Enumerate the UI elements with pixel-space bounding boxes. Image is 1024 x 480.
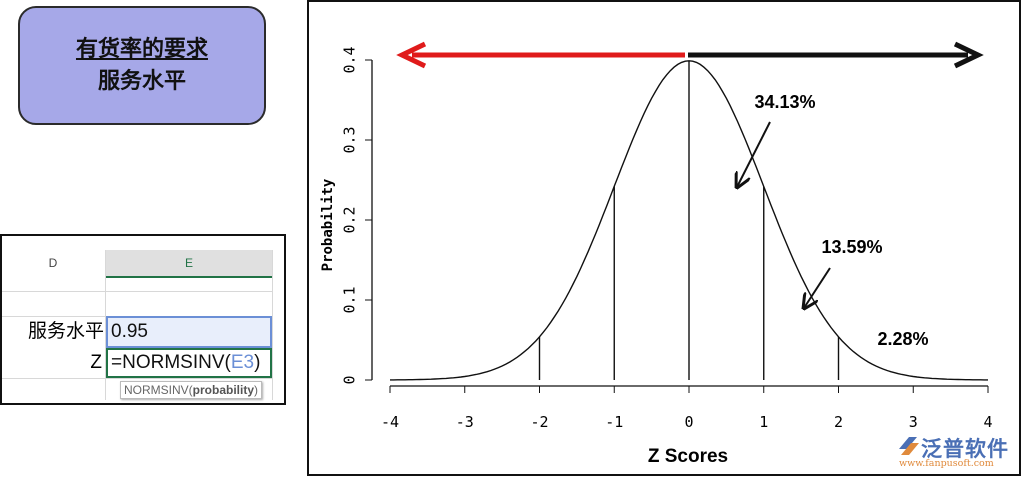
y-tick-label: 0.4 xyxy=(341,46,359,73)
normal-curve xyxy=(390,60,988,381)
right-arrow-head xyxy=(953,41,984,69)
formula-ref: E3 xyxy=(230,352,255,373)
y-tick-label: 0 xyxy=(341,375,359,384)
cell-d4[interactable]: Z xyxy=(90,352,102,373)
x-tick-label: -1 xyxy=(605,413,623,431)
x-tick-label: 3 xyxy=(909,413,918,431)
spreadsheet: D E 服务水平 0.95 Z =NORMSINV(E3) NORMSINV(p… xyxy=(0,234,286,405)
title-line-2: 服务水平 xyxy=(97,68,186,94)
cell-e3[interactable]: 0.95 xyxy=(106,316,272,348)
annotation-arrow xyxy=(737,121,771,187)
function-tooltip: NORMSINV(probability) xyxy=(120,381,263,399)
x-tick-label: 1 xyxy=(759,413,768,431)
y-tick-label: 0.3 xyxy=(341,126,359,153)
x-tick-label: -2 xyxy=(530,413,548,431)
left-arrow-head xyxy=(396,41,427,69)
grid-line xyxy=(272,250,273,400)
logo-icon xyxy=(899,437,919,455)
column-header-d[interactable]: D xyxy=(48,256,58,270)
grid-line xyxy=(105,250,106,400)
tooltip-func: NORMSINV( xyxy=(124,383,193,397)
y-tick-label: 0.1 xyxy=(341,286,359,313)
annotation-label: 13.59% xyxy=(821,237,882,257)
logo-name: 泛普软件 xyxy=(921,437,1009,461)
logo-url: www.fanpusoft.com xyxy=(899,458,994,469)
cell-e4-formula[interactable]: =NORMSINV(E3) xyxy=(106,348,272,378)
cell-d3[interactable]: 服务水平 xyxy=(27,321,104,342)
x-tick-label: 2 xyxy=(834,413,843,431)
x-tick-label: 0 xyxy=(684,413,693,431)
annotation-label: 2.28% xyxy=(877,329,928,349)
chart-frame xyxy=(307,0,1021,476)
x-tick-label: -3 xyxy=(456,413,474,431)
formula-suffix: ) xyxy=(254,352,261,373)
title-box: 有货率的要求 服务水平 xyxy=(18,6,266,125)
x-tick-label: 4 xyxy=(983,413,992,431)
grid-line xyxy=(2,291,272,292)
tooltip-arg: probability xyxy=(192,383,255,397)
annotation-arrow xyxy=(804,267,831,308)
grid-line xyxy=(2,378,272,379)
formula-prefix: =NORMSINV( xyxy=(111,352,231,373)
logo: 泛普软件 www.fanpusoft.com xyxy=(893,433,1018,473)
x-tick-label: -4 xyxy=(381,413,399,431)
x-axis-label: Z Scores xyxy=(648,446,728,467)
tooltip-close: ) xyxy=(254,383,259,397)
title-line-1: 有货率的要求 xyxy=(75,36,208,62)
annotation-label: 34.13% xyxy=(754,92,815,112)
y-tick-label: 0.2 xyxy=(341,206,359,233)
y-axis-label: Probability xyxy=(320,178,336,271)
column-header-e[interactable]: E xyxy=(106,250,272,278)
